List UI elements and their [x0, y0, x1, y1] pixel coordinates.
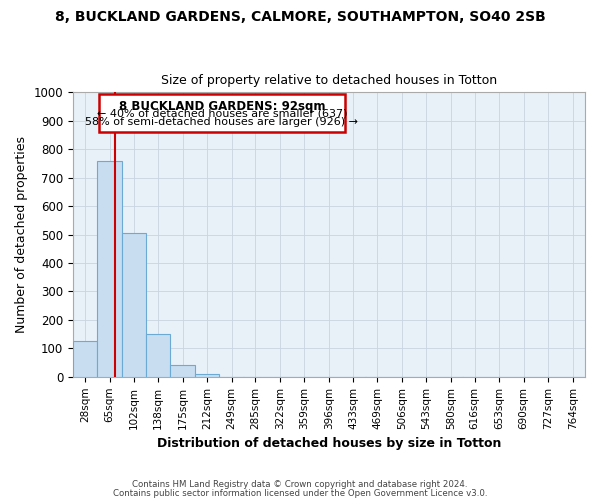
- Text: 8 BUCKLAND GARDENS: 92sqm: 8 BUCKLAND GARDENS: 92sqm: [119, 100, 325, 113]
- Bar: [170, 366, 195, 377]
- Text: Contains HM Land Registry data © Crown copyright and database right 2024.: Contains HM Land Registry data © Crown c…: [132, 480, 468, 489]
- Bar: [122, 233, 146, 377]
- Text: ← 40% of detached houses are smaller (637): ← 40% of detached houses are smaller (63…: [97, 108, 347, 118]
- Title: Size of property relative to detached houses in Totton: Size of property relative to detached ho…: [161, 74, 497, 87]
- Y-axis label: Number of detached properties: Number of detached properties: [15, 136, 28, 333]
- Bar: [73, 342, 97, 377]
- Text: Contains public sector information licensed under the Open Government Licence v3: Contains public sector information licen…: [113, 489, 487, 498]
- X-axis label: Distribution of detached houses by size in Totton: Distribution of detached houses by size …: [157, 437, 501, 450]
- FancyBboxPatch shape: [100, 94, 344, 132]
- Bar: [146, 334, 170, 377]
- Text: 8, BUCKLAND GARDENS, CALMORE, SOUTHAMPTON, SO40 2SB: 8, BUCKLAND GARDENS, CALMORE, SOUTHAMPTO…: [55, 10, 545, 24]
- Text: 58% of semi-detached houses are larger (926) →: 58% of semi-detached houses are larger (…: [85, 117, 358, 127]
- Bar: [195, 374, 220, 377]
- Bar: [97, 160, 122, 377]
